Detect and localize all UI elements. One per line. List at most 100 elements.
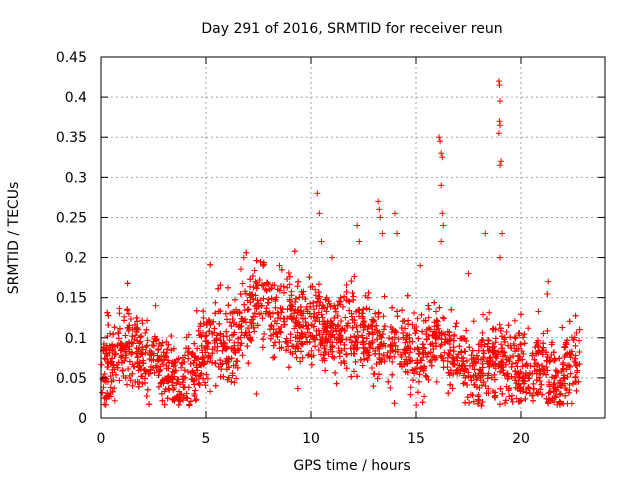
data-point — [283, 347, 290, 354]
data-point — [463, 327, 470, 334]
data-point — [440, 357, 447, 364]
data-point — [355, 307, 362, 314]
data-point — [185, 355, 192, 362]
data-point — [286, 281, 293, 288]
data-point — [521, 340, 528, 347]
data-point — [360, 339, 367, 346]
data-point — [165, 385, 172, 392]
data-point — [210, 318, 217, 325]
data-point — [431, 299, 438, 306]
data-point — [567, 363, 574, 370]
data-point — [444, 328, 451, 335]
y-axis-label: SRMTID / TECUs — [6, 182, 22, 295]
data-point — [380, 340, 387, 347]
data-point — [176, 388, 182, 395]
data-point — [360, 327, 367, 333]
data-point — [333, 339, 340, 346]
data-point — [359, 332, 366, 339]
data-point — [503, 329, 510, 335]
data-point — [499, 230, 506, 237]
data-point — [214, 347, 220, 354]
data-point — [351, 342, 358, 349]
data-point — [160, 361, 166, 368]
data-point — [447, 347, 454, 354]
data-point — [239, 280, 246, 287]
data-point — [229, 332, 235, 339]
x-tick-label: 0 — [97, 431, 106, 447]
data-point — [136, 364, 143, 371]
data-point — [540, 330, 547, 337]
data-point — [525, 325, 532, 332]
data-point — [169, 359, 176, 366]
data-point — [445, 338, 452, 345]
data-point — [475, 396, 481, 403]
data-point — [256, 277, 263, 283]
data-point — [549, 339, 556, 346]
data-point — [336, 331, 343, 338]
data-point — [530, 392, 536, 399]
data-point — [404, 332, 411, 339]
data-point — [134, 359, 141, 366]
data-point — [185, 368, 191, 375]
data-point — [299, 294, 306, 300]
data-point — [285, 269, 292, 276]
data-point — [109, 388, 116, 395]
data-point — [133, 326, 140, 333]
data-point — [476, 385, 483, 391]
data-point — [536, 374, 542, 381]
data-point — [182, 352, 188, 359]
data-point — [347, 345, 354, 352]
data-point — [561, 344, 568, 351]
data-point — [537, 386, 544, 393]
data-point — [497, 401, 503, 408]
data-point — [343, 297, 350, 304]
data-point — [348, 278, 355, 285]
data-point — [111, 324, 118, 331]
data-point — [341, 360, 348, 367]
data-point — [424, 353, 430, 360]
data-point — [389, 371, 396, 378]
data-point — [419, 328, 426, 335]
data-point — [336, 349, 343, 356]
data-point — [407, 384, 414, 391]
data-point — [346, 307, 353, 314]
data-point — [313, 314, 320, 321]
data-point — [471, 366, 478, 373]
data-point — [191, 377, 198, 384]
data-point — [239, 316, 246, 322]
data-point — [199, 359, 205, 366]
data-point — [348, 339, 355, 346]
data-point — [360, 306, 367, 313]
data-point — [366, 352, 373, 358]
data-point — [124, 381, 130, 388]
data-point — [318, 238, 325, 245]
data-point — [155, 357, 162, 364]
data-point — [400, 329, 407, 336]
data-point — [260, 336, 267, 343]
data-point — [416, 350, 423, 357]
data-point — [105, 322, 112, 328]
data-point — [341, 293, 348, 300]
data-point — [299, 340, 305, 347]
data-point — [376, 345, 383, 352]
data-point — [486, 309, 493, 316]
data-point — [469, 392, 476, 399]
data-point — [277, 328, 283, 335]
data-point — [109, 342, 116, 349]
data-point — [338, 336, 345, 343]
data-point — [311, 310, 318, 317]
data-point — [334, 323, 341, 330]
data-point — [288, 292, 295, 299]
data-point — [562, 392, 569, 399]
data-point — [347, 334, 354, 341]
data-point — [318, 351, 324, 358]
data-point — [546, 389, 553, 396]
data-point — [298, 348, 304, 355]
data-point — [463, 357, 470, 364]
data-point — [351, 273, 358, 280]
data-point — [322, 320, 329, 327]
data-point — [457, 367, 464, 374]
data-point — [116, 377, 123, 384]
data-point — [391, 400, 398, 407]
data-point — [491, 376, 498, 383]
